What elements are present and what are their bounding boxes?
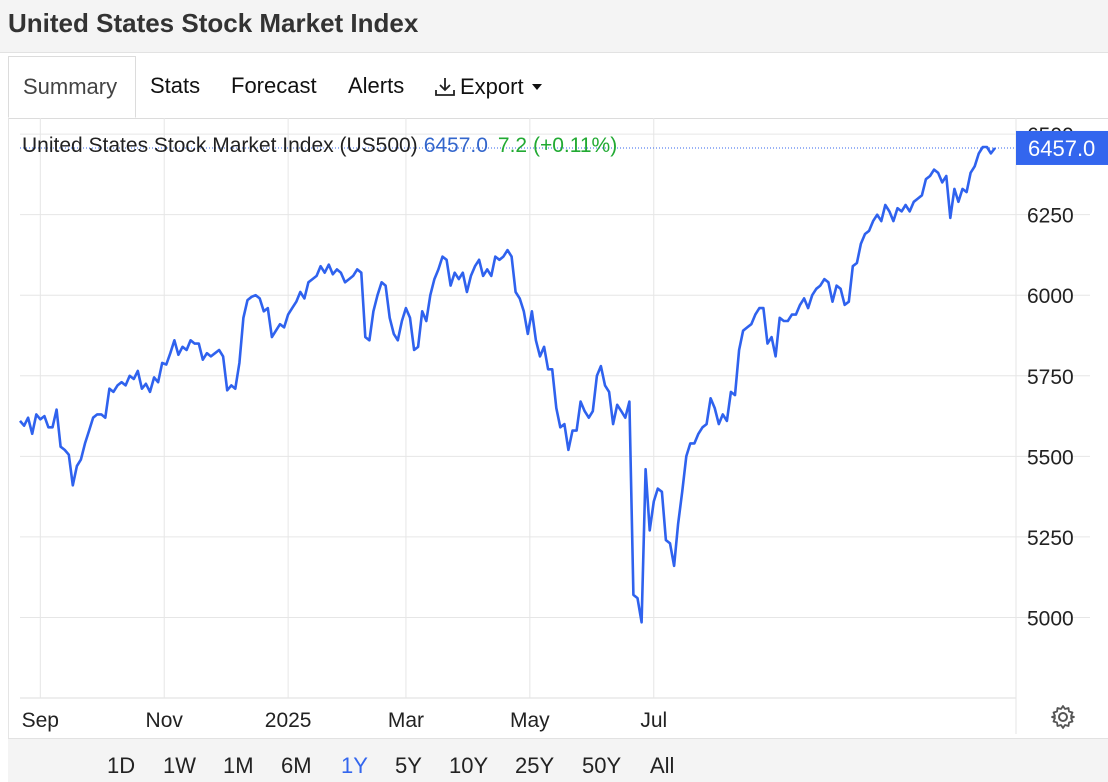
last-price-tag-text: 6457.0 <box>1028 136 1095 161</box>
y-tick-label: 5000 <box>1027 607 1074 630</box>
range-10y[interactable]: 10Y <box>449 753 489 778</box>
chart-legend: United States Stock Market Index (US500)… <box>22 134 617 158</box>
range-6m[interactable]: 6M <box>281 753 312 778</box>
y-tick-label: 6000 <box>1027 285 1074 308</box>
y-tick-label: 5750 <box>1027 366 1074 389</box>
range-1w[interactable]: 1W <box>163 753 196 778</box>
y-tick-label: 5500 <box>1027 446 1074 469</box>
range-50y[interactable]: 50Y <box>582 753 622 778</box>
page-title: United States Stock Market Index <box>8 8 419 38</box>
tab-forecast-label: Forecast <box>231 73 317 98</box>
range-all[interactable]: All <box>650 753 675 778</box>
tab-forecast[interactable]: Forecast <box>231 56 317 118</box>
chart-grid <box>20 118 1090 734</box>
range-1d[interactable]: 1D <box>107 753 136 778</box>
y-tick-label: 6250 <box>1027 205 1074 228</box>
range-selector: 1D 1W 1M 6M 1Y 5Y 10Y 25Y 50Y All <box>8 738 1108 782</box>
export-dropdown[interactable]: Export <box>434 56 542 118</box>
tab-alerts-label: Alerts <box>348 73 405 98</box>
tab-stats-label: Stats <box>150 73 201 98</box>
legend-series-name: United States Stock Market Index (US500) <box>22 134 418 157</box>
chart-panel <box>8 118 1108 738</box>
download-icon <box>435 78 455 96</box>
legend-change: 7.2 (+0.11%) <box>497 134 618 157</box>
x-tick-label: Sep <box>22 709 59 732</box>
series-line-us500 <box>19 145 997 624</box>
tab-summary-label: Summary <box>23 74 118 99</box>
x-tick-label: Nov <box>146 709 184 732</box>
y-tick-label: 5250 <box>1027 527 1074 550</box>
range-5y[interactable]: 5Y <box>395 753 422 778</box>
gear-icon[interactable] <box>1050 704 1076 730</box>
tab-alerts[interactable]: Alerts <box>348 56 404 118</box>
x-tick-label: Jul <box>640 709 667 732</box>
range-25y[interactable]: 25Y <box>515 753 555 778</box>
tab-stats[interactable]: Stats <box>150 56 200 118</box>
title-bar: United States Stock Market Index <box>0 0 1108 53</box>
y-axis: 6500625060005750550052505000 <box>1027 124 1074 630</box>
tab-summary[interactable]: Summary <box>8 56 136 118</box>
chevron-down-icon <box>531 84 542 90</box>
range-1m[interactable]: 1M <box>223 753 254 778</box>
range-1y[interactable]: 1Y <box>341 753 368 778</box>
export-label: Export <box>460 74 524 99</box>
legend-last-value: 6457.0 <box>423 134 488 157</box>
x-tick-label: Mar <box>388 709 424 732</box>
last-price-tag: 6457.0 <box>1016 130 1108 165</box>
x-tick-label: 2025 <box>265 709 312 732</box>
x-axis: Sep Nov 2025 Mar May Jul <box>22 709 668 732</box>
x-tick-label: May <box>510 709 550 732</box>
tab-bar: Summary Stats Forecast Alerts Export <box>8 56 1108 119</box>
